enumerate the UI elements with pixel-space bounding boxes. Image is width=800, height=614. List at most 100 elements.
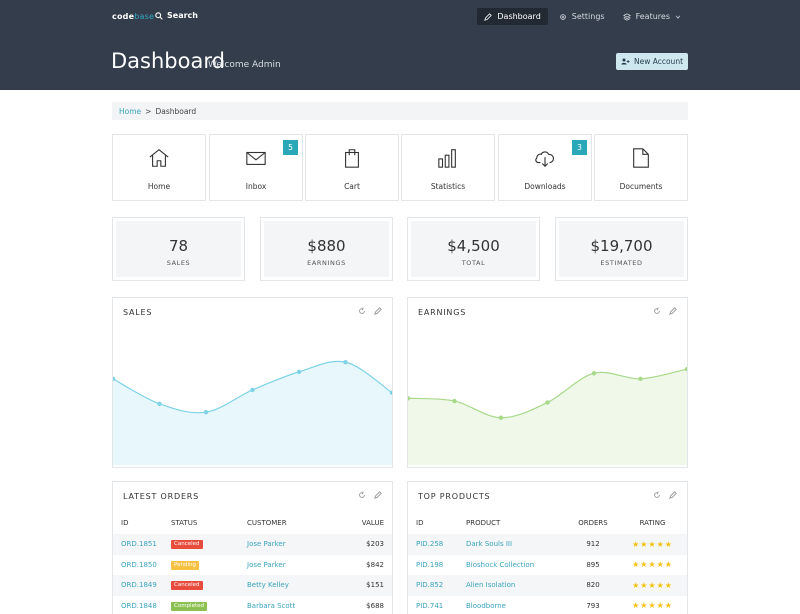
earnings-panel: EARNINGS <box>407 297 688 468</box>
product-link[interactable]: Bloodborne <box>466 601 506 610</box>
downloads-badge: 3 <box>572 140 587 155</box>
shopping-bag-icon <box>345 149 359 168</box>
tile-label: Inbox <box>245 182 267 191</box>
order-id-link[interactable]: ORD.1851 <box>121 540 157 549</box>
earnings-data-point[interactable] <box>591 371 597 376</box>
product-id-link[interactable]: PID.741 <box>416 601 444 610</box>
logo-accent: base <box>134 12 155 21</box>
earnings-data-point[interactable] <box>638 376 643 382</box>
product-orders: 895 <box>586 560 600 569</box>
stat-value: $880 <box>307 237 346 255</box>
earnings-panel-title: EARNINGS <box>418 308 467 317</box>
product-id-link[interactable]: PID.258 <box>416 540 444 549</box>
orders-panel: LATEST ORDERS ID STATUS CUSTOMER VALUE O… <box>112 481 393 614</box>
column-header: PRODUCT <box>466 519 501 527</box>
breadcrumb-current: Dashboard <box>155 106 197 116</box>
stat-label: ESTIMATED <box>600 259 643 267</box>
tile-home[interactable]: Home <box>112 134 206 201</box>
table-row[interactable]: PID.741 Bloodborne 793 ★★★★★ <box>408 596 687 614</box>
star-rating: ★★★★★ <box>632 539 673 549</box>
column-header: RATING <box>639 519 666 527</box>
tile-statistics[interactable]: Statistics <box>401 134 495 201</box>
product-id-link[interactable]: PID.852 <box>416 581 444 590</box>
product-link[interactable]: Dark Souls III <box>466 540 513 549</box>
tile-label: Home <box>147 182 171 191</box>
table-row[interactable]: PID.258 Dark Souls III 912 ★★★★★ <box>408 534 687 555</box>
sales-data-point[interactable] <box>250 387 255 393</box>
earnings-data-point[interactable] <box>684 366 687 372</box>
add-user-icon <box>621 58 630 65</box>
sales-data-point[interactable] <box>157 401 162 407</box>
edit-icon[interactable] <box>374 307 382 315</box>
breadcrumb-home[interactable]: Home <box>119 106 142 116</box>
earnings-data-point[interactable] <box>498 415 504 420</box>
sales-panel: SALES <box>112 297 393 468</box>
sales-chart <box>113 359 392 465</box>
star-rating: ★★★★★ <box>632 560 673 570</box>
product-link[interactable]: Alien Isolation <box>466 581 516 590</box>
refresh-icon[interactable] <box>358 307 366 315</box>
order-id-link[interactable]: ORD.1850 <box>121 560 157 569</box>
edit-icon[interactable] <box>669 491 677 499</box>
orders-table: ID STATUS CUSTOMER VALUE ORD.1851 Cancele… <box>113 512 392 614</box>
tile-label: Statistics <box>430 182 466 191</box>
panel-tools <box>358 307 382 315</box>
edit-icon[interactable] <box>374 491 382 499</box>
status-badge: Completed <box>171 601 207 611</box>
orders-panel-title: LATEST ORDERS <box>123 492 200 501</box>
nav-settings[interactable]: Settings <box>552 8 612 25</box>
edit-icon[interactable] <box>669 307 677 315</box>
customer-link[interactable]: Barbara Scott <box>247 601 296 610</box>
product-link[interactable]: Bioshock Collection <box>466 560 535 569</box>
table-row[interactable]: PID.198 Bioshock Collection 895 ★★★★★ <box>408 555 687 576</box>
stat-value: $19,700 <box>590 237 653 255</box>
search-button[interactable]: Search <box>155 11 198 20</box>
status-badge: Canceled <box>171 540 203 550</box>
customer-link[interactable]: Jose Parker <box>247 560 286 569</box>
earnings-data-point[interactable] <box>452 398 457 404</box>
table-row[interactable]: PID.852 Alien Isolation 820 ★★★★★ <box>408 575 687 596</box>
order-id-link[interactable]: ORD.1849 <box>121 581 157 590</box>
tile-inbox[interactable]: Inbox 5 <box>209 134 303 201</box>
tile-cart[interactable]: Cart <box>305 134 399 201</box>
table-header-row: ID STATUS CUSTOMER VALUE <box>113 512 392 534</box>
nav-dashboard[interactable]: Dashboard <box>477 8 548 25</box>
chevron-down-icon <box>675 15 681 19</box>
product-orders: 820 <box>586 581 600 590</box>
table-row[interactable]: ORD.1850 Pending Jose Parker $842 <box>113 555 392 576</box>
tile-label: Cart <box>344 182 360 191</box>
stat-estimated: $19,700 ESTIMATED <box>555 217 688 281</box>
new-account-button[interactable]: New Account <box>616 53 688 70</box>
page-title: Dashboard <box>111 49 225 73</box>
bar-chart-icon <box>438 149 456 168</box>
order-id-link[interactable]: ORD.1848 <box>121 601 157 610</box>
logo[interactable]: codebase <box>112 12 154 21</box>
table-row[interactable]: ORD.1849 Canceled Betty Kelley $151 <box>113 575 392 596</box>
panel-tools <box>358 491 382 499</box>
customer-link[interactable]: Jose Parker <box>247 540 286 549</box>
nav-settings-label: Settings <box>571 12 605 21</box>
layers-icon <box>622 12 631 21</box>
panel-tools <box>653 491 677 499</box>
customer-link[interactable]: Betty Kelley <box>247 581 289 590</box>
tile-downloads[interactable]: Downloads 3 <box>498 134 592 201</box>
star-rating: ★★★★★ <box>632 601 673 611</box>
table-row[interactable]: ORD.1851 Canceled Jose Parker $203 <box>113 534 392 555</box>
sales-data-point[interactable] <box>203 409 209 415</box>
earnings-data-point[interactable] <box>408 396 411 401</box>
product-id-link[interactable]: PID.198 <box>416 560 444 569</box>
earnings-data-point[interactable] <box>545 400 550 405</box>
breadcrumb: Home > Dashboard <box>112 102 688 120</box>
refresh-icon[interactable] <box>358 491 366 499</box>
sales-data-point[interactable] <box>296 369 302 375</box>
sales-data-point[interactable] <box>389 390 392 395</box>
nav-features[interactable]: Features <box>616 8 688 25</box>
order-value: $842 <box>366 560 384 569</box>
gear-icon <box>559 13 566 20</box>
sales-data-point[interactable] <box>113 376 116 382</box>
refresh-icon[interactable] <box>653 307 661 315</box>
sales-data-point[interactable] <box>343 359 348 365</box>
refresh-icon[interactable] <box>653 491 661 499</box>
tile-documents[interactable]: Documents <box>594 134 688 201</box>
table-row[interactable]: ORD.1848 Completed Barbara Scott $688 <box>113 596 392 614</box>
